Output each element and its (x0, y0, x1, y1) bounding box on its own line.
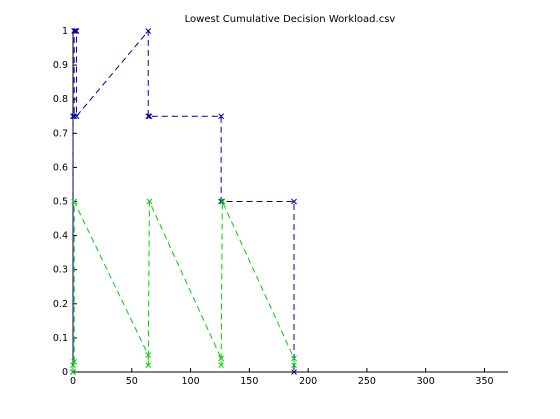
y-tick-label: 1 (62, 26, 68, 37)
y-tick-label: 0.5 (53, 197, 68, 208)
data-point-marker (146, 113, 153, 120)
data-point (145, 113, 152, 120)
y-tick-label: 0.8 (53, 94, 68, 105)
x-tick-label: 350 (475, 376, 493, 387)
data-point-marker (70, 362, 76, 369)
y-tick-label: 0 (62, 367, 68, 378)
data-point-marker (145, 352, 152, 358)
data-point-marker (291, 362, 297, 369)
y-tick-label: 0.4 (53, 231, 68, 242)
data-point (146, 113, 153, 120)
data-point-marker (145, 28, 152, 34)
y-tick-label: 0.6 (53, 162, 68, 173)
data-point-marker (71, 113, 78, 120)
data-point-marker (218, 362, 224, 369)
y-tick-label: 0.9 (53, 60, 68, 71)
y-tick-label: 0.7 (53, 128, 68, 139)
data-point-marker (71, 358, 78, 365)
data-point-marker (145, 113, 152, 120)
data-point-marker (72, 28, 79, 34)
data-point-marker (291, 198, 297, 205)
data-point-marker (291, 355, 297, 362)
data-point (70, 362, 76, 369)
data-point-marker (145, 362, 152, 369)
data-point-marker (219, 198, 226, 205)
data-point (71, 358, 78, 365)
data-point-marker (291, 369, 297, 375)
data-point-marker (146, 198, 153, 205)
y-tick-label: 0.1 (53, 333, 68, 344)
x-tick-label: 100 (181, 376, 199, 387)
data-point-marker (218, 198, 224, 205)
chart-title: Lowest Cumulative Decision Workload.csv (185, 14, 396, 25)
data-point (145, 362, 152, 369)
data-point (73, 113, 80, 120)
data-point (146, 198, 153, 205)
x-tick-label: 50 (126, 376, 138, 387)
data-point-marker (73, 28, 80, 34)
data-point-marker (70, 369, 76, 375)
data-point (291, 355, 297, 362)
data-point (218, 362, 224, 369)
data-point (70, 369, 76, 375)
data-point (71, 113, 78, 120)
y-tick-label: 0.2 (53, 299, 68, 310)
data-point (291, 198, 297, 205)
x-tick-label: 150 (240, 376, 258, 387)
data-point (218, 113, 224, 120)
data-point-marker (73, 113, 80, 120)
data-point (145, 28, 152, 34)
data-point-marker (71, 28, 78, 34)
series-line-2 (72, 201, 295, 372)
data-point (291, 369, 297, 375)
data-point (72, 28, 79, 34)
data-point (291, 362, 297, 369)
data-point-marker (71, 198, 78, 205)
data-point-marker (218, 355, 224, 362)
data-point (145, 352, 152, 358)
data-point-marker (218, 113, 224, 120)
data-point (218, 198, 224, 205)
data-point (73, 28, 80, 34)
data-point (219, 198, 226, 205)
x-tick-label: 300 (417, 376, 435, 387)
data-point (218, 355, 224, 362)
data-point (71, 28, 78, 34)
x-tick-label: 250 (358, 376, 376, 387)
data-point (71, 198, 78, 205)
x-tick-label: 0 (70, 376, 76, 387)
x-tick-label: 200 (299, 376, 317, 387)
y-tick-label: 0.3 (53, 265, 68, 276)
